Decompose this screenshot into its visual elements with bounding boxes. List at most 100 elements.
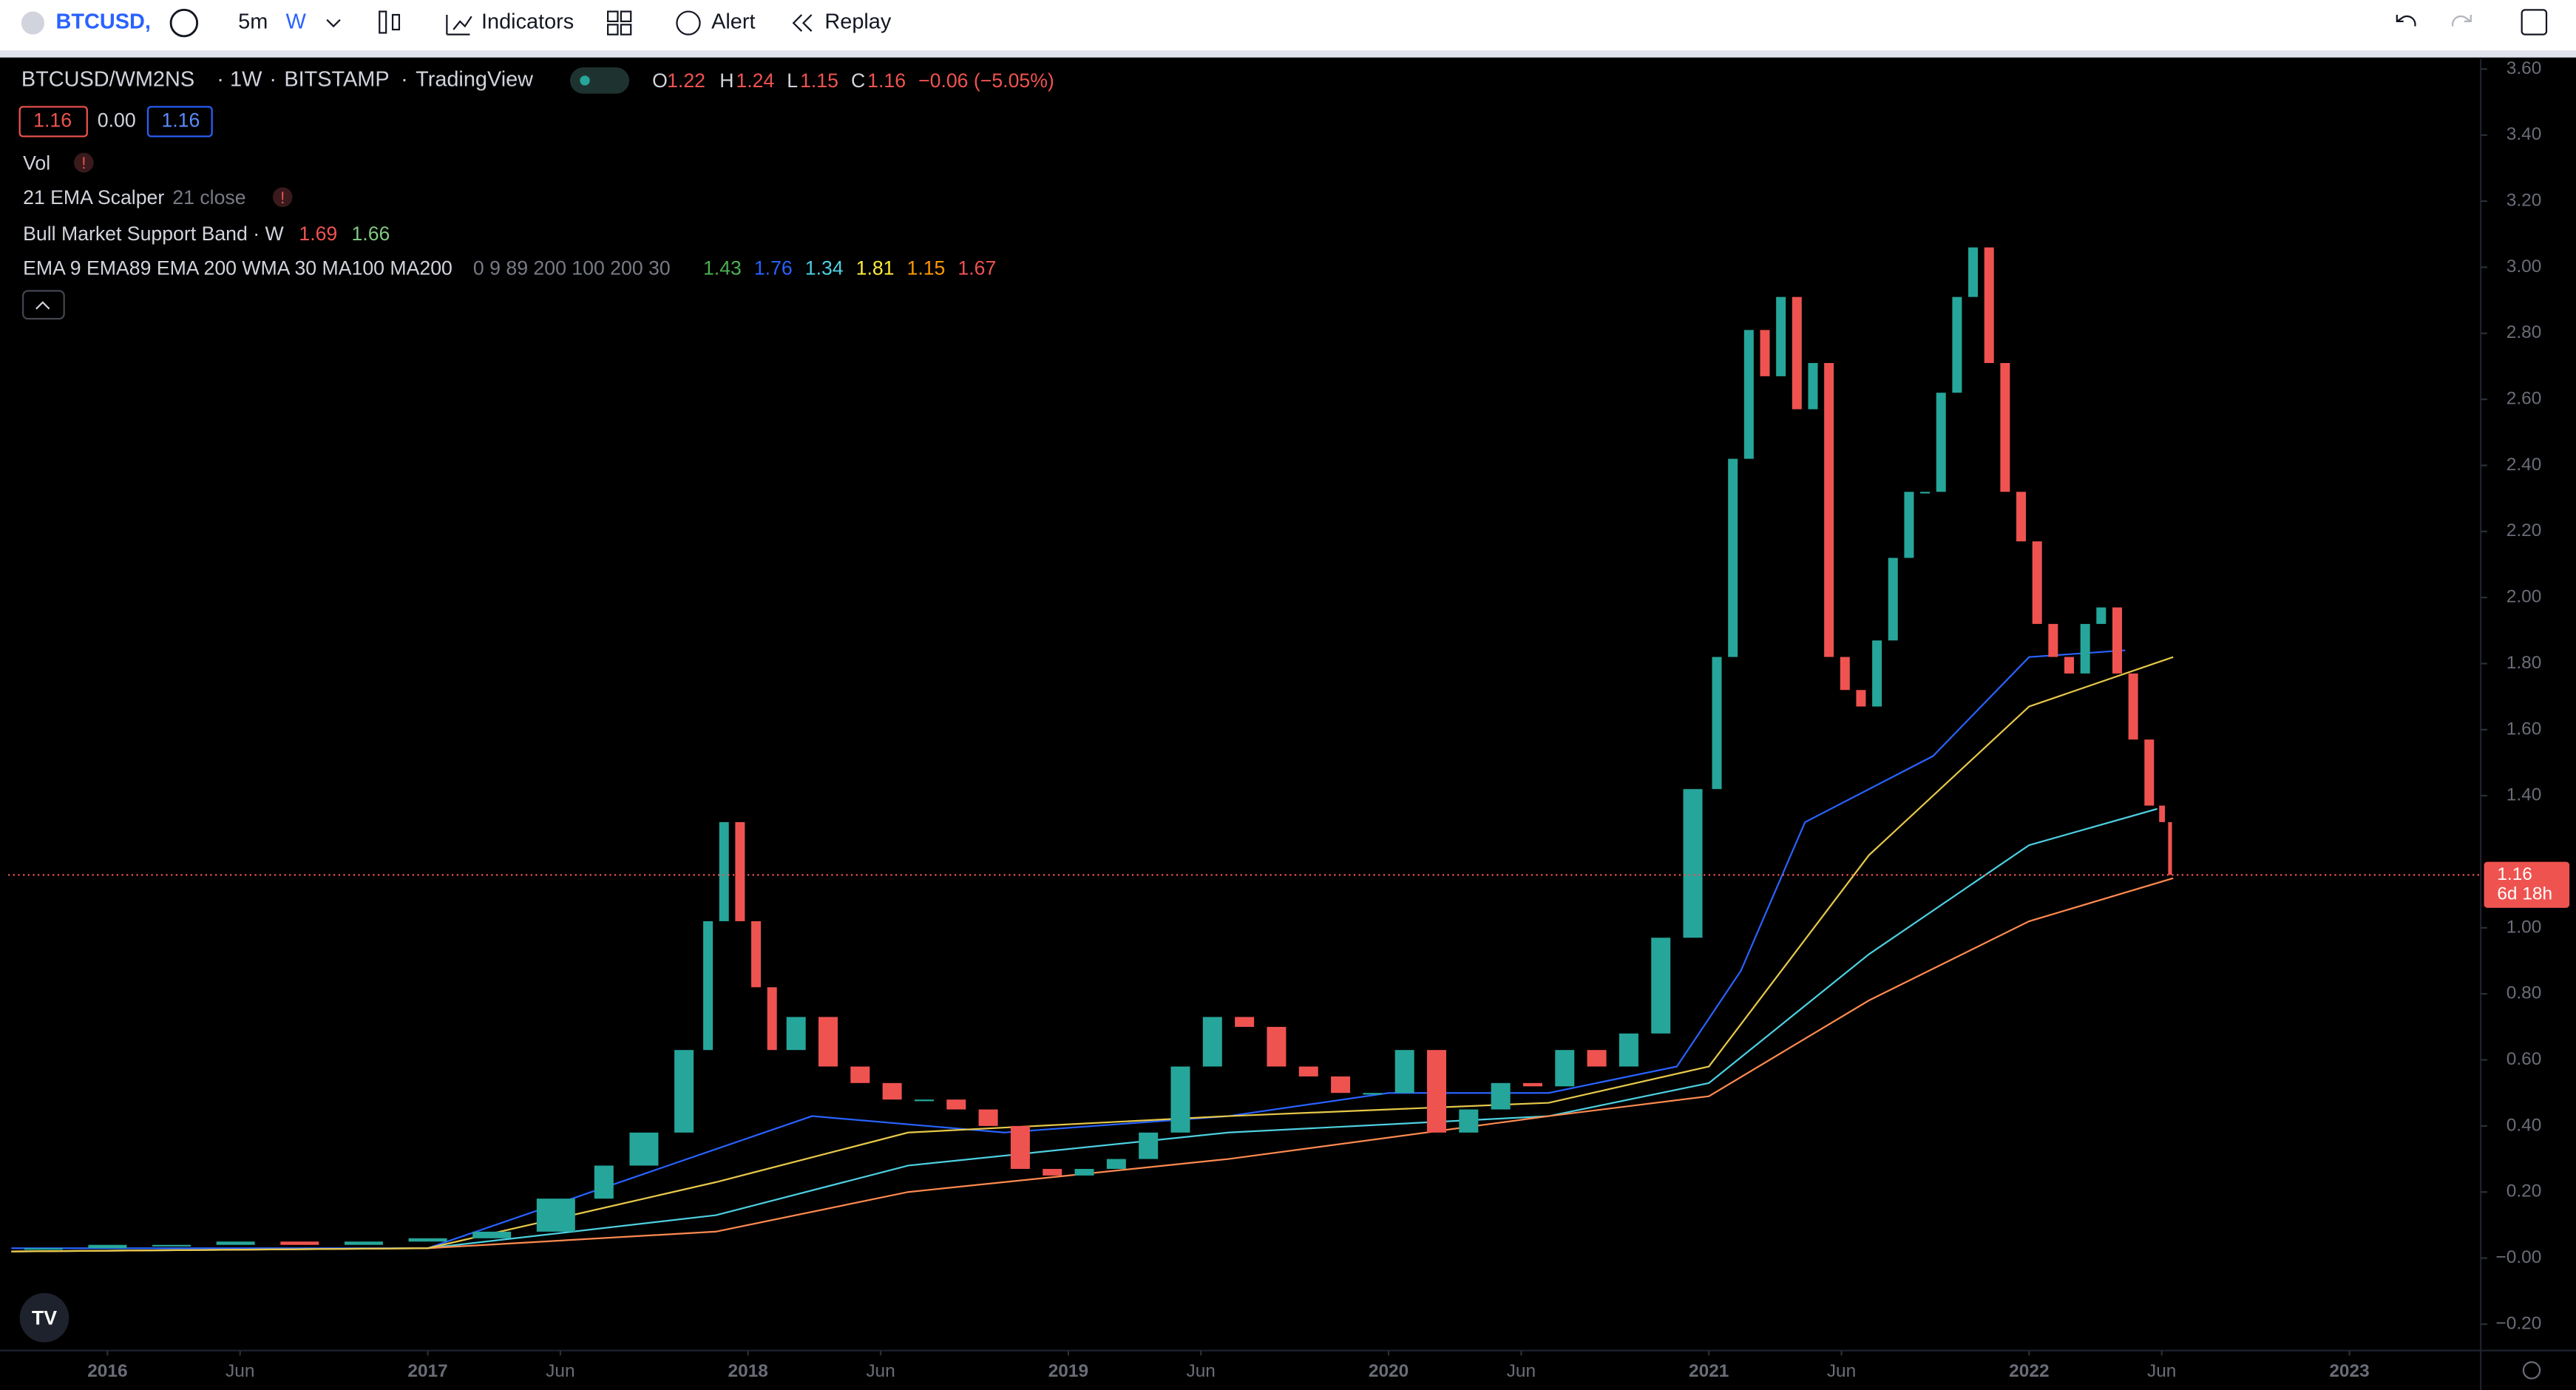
candle bbox=[767, 987, 777, 1051]
fullscreen[interactable] bbox=[2521, 9, 2548, 35]
candle bbox=[1074, 1168, 1094, 1176]
y-tick-label: 3.20 bbox=[2506, 191, 2542, 211]
candle bbox=[703, 921, 714, 1051]
indicators[interactable]: Indicators bbox=[481, 10, 574, 34]
candle bbox=[1936, 393, 1946, 492]
candle bbox=[1235, 1017, 1255, 1027]
c-label: C bbox=[851, 70, 865, 92]
band: Bull Market Support Band · W bbox=[23, 223, 284, 245]
chart-type-icon bbox=[391, 13, 401, 31]
candle bbox=[536, 1199, 575, 1232]
band-value: 1.69 bbox=[299, 223, 337, 245]
candle bbox=[1394, 1050, 1414, 1094]
candle bbox=[1792, 296, 1802, 410]
candle bbox=[1683, 789, 1703, 938]
interval[interactable]: 5m bbox=[238, 10, 268, 34]
candle bbox=[2144, 739, 2155, 806]
x-tick-label: Jun bbox=[1827, 1361, 1856, 1381]
candle bbox=[594, 1165, 614, 1199]
interval-active[interactable]: W bbox=[286, 10, 307, 34]
ma-value: 1.67 bbox=[957, 257, 996, 279]
collapse[interactable] bbox=[21, 290, 65, 320]
x-tick-label: 2020 bbox=[1369, 1361, 1409, 1381]
candle bbox=[24, 1248, 63, 1250]
ma-value: 1.43 bbox=[703, 257, 742, 279]
candle bbox=[152, 1244, 191, 1247]
candle bbox=[1587, 1050, 1607, 1067]
candle bbox=[1010, 1125, 1030, 1169]
legend-sep: · bbox=[401, 68, 408, 92]
candle bbox=[1743, 330, 1754, 459]
candle bbox=[1619, 1033, 1638, 1067]
last-price-box bbox=[2484, 861, 2570, 908]
interval-menu[interactable] bbox=[326, 18, 341, 28]
x-tick-label: 2018 bbox=[728, 1361, 768, 1381]
add-symbol[interactable] bbox=[169, 8, 199, 38]
alert[interactable]: Alert bbox=[711, 10, 755, 34]
candle bbox=[1522, 1082, 1542, 1087]
candle bbox=[88, 1244, 127, 1249]
legend-sep: · bbox=[217, 68, 224, 92]
candle bbox=[1824, 362, 1834, 657]
candle bbox=[2016, 492, 2027, 542]
plot-area bbox=[8, 59, 2481, 1351]
x-tick-label: 2016 bbox=[87, 1361, 127, 1381]
replay[interactable]: Replay bbox=[824, 10, 891, 34]
y-tick-label: 3.40 bbox=[2506, 124, 2542, 144]
legend-sep: · bbox=[269, 68, 277, 92]
o-label: O bbox=[652, 70, 668, 92]
o-value: 1.22 bbox=[667, 70, 705, 92]
candle bbox=[1331, 1076, 1351, 1094]
settings[interactable] bbox=[2522, 1361, 2541, 1380]
l-label: L bbox=[787, 70, 798, 92]
y-tick-label: 0.60 bbox=[2506, 1049, 2542, 1069]
candle bbox=[2064, 657, 2075, 674]
legend-symbol: BTCUSD/WM2NS bbox=[21, 68, 194, 92]
l-value: 1.15 bbox=[800, 70, 838, 92]
undo[interactable] bbox=[2396, 15, 2416, 27]
candle bbox=[1491, 1082, 1511, 1110]
candle bbox=[1776, 296, 1786, 376]
y-tick-label: 2.20 bbox=[2506, 521, 2542, 540]
vol: Vol bbox=[23, 152, 50, 174]
candle bbox=[1952, 296, 1962, 393]
ma-line bbox=[11, 877, 2174, 1252]
chart-type[interactable] bbox=[379, 10, 387, 34]
candle bbox=[1760, 330, 1770, 376]
warning[interactable] bbox=[272, 187, 293, 207]
candle bbox=[882, 1082, 902, 1100]
candle bbox=[280, 1241, 319, 1245]
redo[interactable] bbox=[2451, 15, 2472, 27]
y-tick-label: 0.20 bbox=[2506, 1182, 2542, 1201]
x-tick-label: 2023 bbox=[2329, 1361, 2369, 1381]
templates[interactable] bbox=[607, 10, 619, 22]
candle bbox=[1840, 657, 1850, 691]
logo[interactable] bbox=[19, 1292, 70, 1343]
candle bbox=[408, 1238, 447, 1242]
candle bbox=[786, 1017, 806, 1051]
candle bbox=[1728, 458, 1738, 657]
candle bbox=[850, 1066, 870, 1083]
y-tick-label: 2.40 bbox=[2506, 455, 2542, 475]
y-tick-label: −0.20 bbox=[2495, 1313, 2541, 1333]
candle bbox=[946, 1099, 966, 1110]
status-badge[interactable] bbox=[570, 67, 630, 94]
ma-values: 1.43 1.76 1.34 1.81 1.15 1.67 bbox=[703, 257, 996, 279]
y-tick-label: 2.60 bbox=[2506, 389, 2542, 409]
warning[interactable] bbox=[73, 152, 94, 173]
legend-source: TradingView bbox=[416, 68, 533, 92]
bid-box[interactable] bbox=[18, 106, 88, 138]
candle bbox=[344, 1241, 383, 1245]
y-tick-label: 3.00 bbox=[2506, 257, 2542, 277]
candle bbox=[719, 821, 729, 921]
symbol[interactable]: BTCUSD, bbox=[56, 10, 151, 34]
candle bbox=[1920, 492, 1931, 494]
templates-icon bbox=[607, 24, 619, 35]
ask-box[interactable] bbox=[146, 106, 213, 138]
y-tick-label: 1.00 bbox=[2506, 917, 2542, 937]
candle bbox=[2080, 623, 2090, 674]
candle bbox=[1651, 938, 1671, 1034]
collapse-icon bbox=[35, 301, 50, 310]
candle bbox=[1267, 1026, 1287, 1067]
